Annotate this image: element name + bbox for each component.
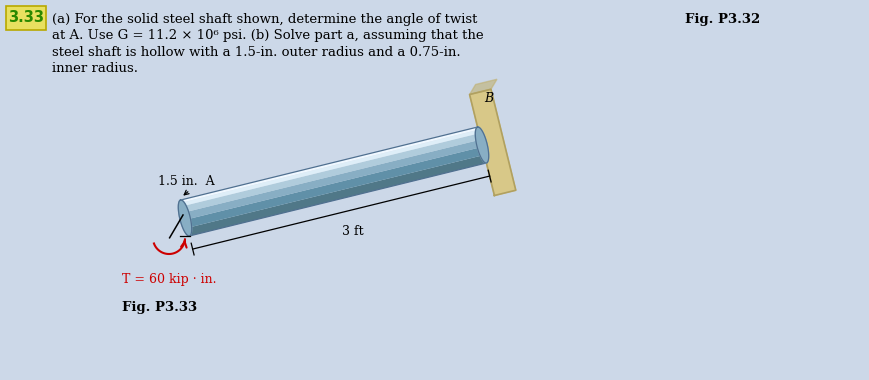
Polygon shape: [475, 127, 488, 163]
Polygon shape: [178, 200, 192, 236]
Polygon shape: [185, 147, 484, 228]
Text: inner radius.: inner radius.: [52, 62, 138, 74]
Polygon shape: [182, 133, 481, 213]
Polygon shape: [469, 89, 516, 195]
Text: at A. Use G = 11.2 × 10⁶ psi. (b) Solve part a, assuming that the: at A. Use G = 11.2 × 10⁶ psi. (b) Solve …: [52, 30, 484, 43]
Polygon shape: [182, 130, 479, 206]
Text: 1.5 in.  A: 1.5 in. A: [158, 175, 215, 188]
Text: 3 ft: 3 ft: [342, 225, 364, 238]
FancyBboxPatch shape: [6, 6, 46, 30]
Text: (a) For the solid steel shaft shown, determine the angle of twist: (a) For the solid steel shaft shown, det…: [52, 14, 477, 27]
Text: B: B: [485, 92, 494, 105]
Text: T = 60 kip · in.: T = 60 kip · in.: [122, 274, 216, 287]
Text: 3.33: 3.33: [8, 11, 44, 25]
Polygon shape: [183, 139, 482, 220]
Text: Fig. P3.33: Fig. P3.33: [122, 301, 197, 315]
Polygon shape: [188, 155, 487, 236]
Text: steel shaft is hollow with a 1.5-in. outer radius and a 0.75-in.: steel shaft is hollow with a 1.5-in. out…: [52, 46, 461, 59]
Polygon shape: [181, 127, 478, 203]
Polygon shape: [469, 79, 497, 95]
Text: Fig. P3.32: Fig. P3.32: [685, 14, 760, 27]
